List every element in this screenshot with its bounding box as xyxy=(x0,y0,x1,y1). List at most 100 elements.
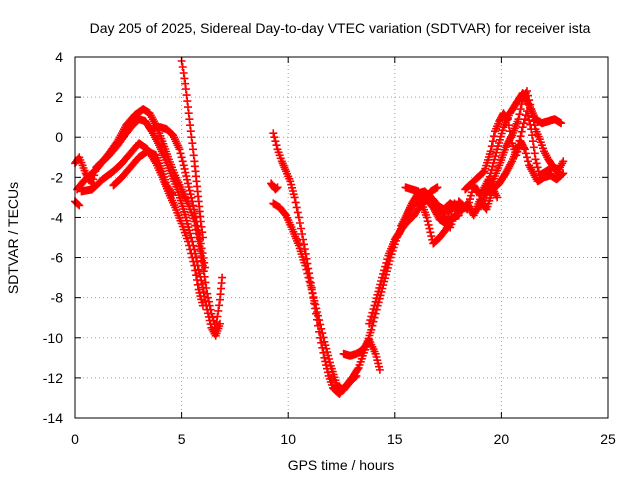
data-point xyxy=(426,228,435,237)
data-point xyxy=(294,213,303,222)
data-point xyxy=(369,305,378,313)
data-point xyxy=(427,232,436,241)
data-point xyxy=(322,361,331,370)
data-point xyxy=(200,258,209,267)
data-point xyxy=(365,319,374,328)
data-point xyxy=(300,245,309,254)
y-tick-label: -12 xyxy=(43,370,63,386)
data-point xyxy=(298,230,307,238)
series-track-s xyxy=(461,109,568,194)
data-point xyxy=(527,105,536,114)
data-point xyxy=(74,200,83,209)
data-point xyxy=(200,272,209,281)
data-point xyxy=(186,229,195,238)
data-point xyxy=(559,157,568,166)
data-point xyxy=(185,186,194,195)
series-track-e xyxy=(149,123,210,272)
data-point xyxy=(381,262,390,271)
data-point xyxy=(526,100,535,109)
y-tick-label: -6 xyxy=(51,250,64,266)
y-tick-label: -14 xyxy=(43,410,63,426)
data-point xyxy=(533,163,542,172)
data-point xyxy=(197,244,206,253)
data-point xyxy=(314,321,322,330)
data-point xyxy=(202,284,211,292)
data-point xyxy=(512,151,521,160)
data-point xyxy=(187,193,196,202)
data-point xyxy=(168,189,176,198)
data-point xyxy=(507,133,515,142)
data-point xyxy=(424,220,433,229)
series-track-d xyxy=(109,147,178,200)
data-point xyxy=(375,365,384,374)
data-point xyxy=(383,255,392,264)
data-point xyxy=(529,143,538,152)
data-point xyxy=(188,253,197,262)
data-point xyxy=(367,312,376,321)
data-point xyxy=(192,271,201,280)
data-point xyxy=(380,266,389,275)
data-point xyxy=(379,269,388,278)
data-point xyxy=(422,213,431,222)
data-point xyxy=(502,113,511,122)
data-point xyxy=(353,365,362,374)
data-point xyxy=(198,233,207,242)
data-point xyxy=(189,201,198,210)
data-point xyxy=(521,149,530,158)
data-point xyxy=(269,129,278,138)
data-point xyxy=(487,142,496,151)
data-point xyxy=(178,63,187,71)
data-point xyxy=(177,153,186,162)
data-point xyxy=(271,137,280,146)
series-track-o xyxy=(401,183,442,204)
y-tick-label: 2 xyxy=(55,89,63,105)
data-point xyxy=(292,203,301,212)
data-point xyxy=(376,280,385,289)
data-point xyxy=(205,301,214,310)
data-point xyxy=(476,200,485,209)
data-point xyxy=(501,143,510,152)
data-point xyxy=(475,202,484,210)
data-point xyxy=(518,123,527,132)
data-point xyxy=(297,224,305,233)
data-point xyxy=(201,263,210,272)
data-point xyxy=(505,127,514,136)
x-tick-label: 25 xyxy=(600,431,616,447)
data-point xyxy=(525,96,534,105)
data-point xyxy=(423,217,432,226)
data-point xyxy=(486,147,495,156)
data-point xyxy=(303,259,312,268)
data-point xyxy=(207,309,216,318)
y-tick-labels: -14 -12 -10 -8 -6 -4 -2 0 2 4 xyxy=(43,49,63,426)
data-point xyxy=(175,145,184,154)
data-point xyxy=(318,343,327,352)
data-point xyxy=(323,368,332,377)
series-track-t xyxy=(429,175,502,232)
data-point xyxy=(184,183,193,191)
data-point xyxy=(503,115,512,124)
data-point xyxy=(382,258,391,267)
data-point xyxy=(514,115,523,124)
data-point xyxy=(464,202,473,210)
x-tick-label: 15 xyxy=(387,431,403,447)
y-tick-label: -8 xyxy=(51,290,64,306)
data-point xyxy=(519,119,528,128)
series-track-j xyxy=(267,179,282,194)
data-point xyxy=(191,266,200,275)
y-tick-label: 0 xyxy=(55,129,63,145)
data-point xyxy=(529,117,538,126)
x-tick-labels: 0 5 10 15 20 25 xyxy=(71,431,616,447)
data-point xyxy=(520,145,529,154)
data-point xyxy=(193,280,202,289)
data-point xyxy=(323,364,331,373)
data-point xyxy=(293,208,302,217)
data-point xyxy=(179,161,188,170)
data-point xyxy=(211,323,220,332)
data-point xyxy=(305,274,314,282)
data-point xyxy=(311,309,320,318)
data-point xyxy=(295,219,304,227)
data-point xyxy=(378,273,386,282)
data-point xyxy=(523,87,531,96)
data-point xyxy=(558,170,567,179)
